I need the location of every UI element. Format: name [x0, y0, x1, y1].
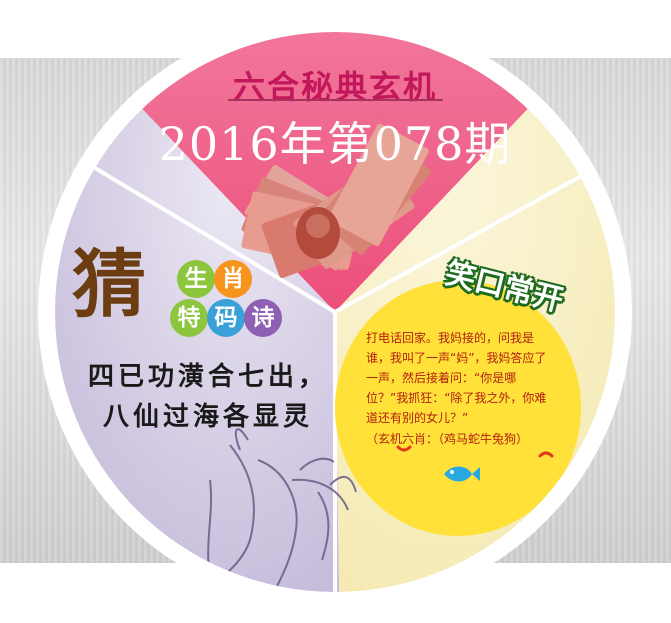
- banknotes-image: [241, 123, 431, 279]
- circle-xiao: [214, 260, 252, 298]
- guess-character: 猜: [72, 242, 146, 328]
- circle-label-te: 特: [177, 304, 201, 331]
- joke-note: （玄机六肖：（鸡马蛇牛兔狗）: [366, 432, 529, 446]
- circle-label-ma: 码: [214, 304, 238, 331]
- joke-body: 打电话回家。我妈接的，问我是谁，我叫了一声“妈”，我妈答应了一声，然后接着问：“…: [366, 331, 547, 425]
- subtitle-banner: 六合秘典玄机: [232, 68, 437, 106]
- ink-figure-illustration: [189, 428, 357, 592]
- circle-ma: [207, 299, 245, 337]
- fish-icon: [444, 466, 480, 482]
- subtitle-underline: [228, 99, 443, 101]
- circle-sheng: [177, 260, 215, 298]
- issue-title: 2016年第078期: [158, 117, 512, 171]
- circle-label-sheng: 生: [184, 265, 208, 292]
- poem-line-1: 四已功潢合七出，: [87, 362, 328, 392]
- poem-line-2: 八仙过海各显灵: [102, 402, 313, 432]
- joke-bubble: [335, 280, 581, 536]
- circle-label-shi: 诗: [251, 304, 275, 331]
- circle-label-xiao: 肖: [221, 265, 245, 292]
- circle-shi: [244, 299, 282, 337]
- circle-te: [170, 299, 208, 337]
